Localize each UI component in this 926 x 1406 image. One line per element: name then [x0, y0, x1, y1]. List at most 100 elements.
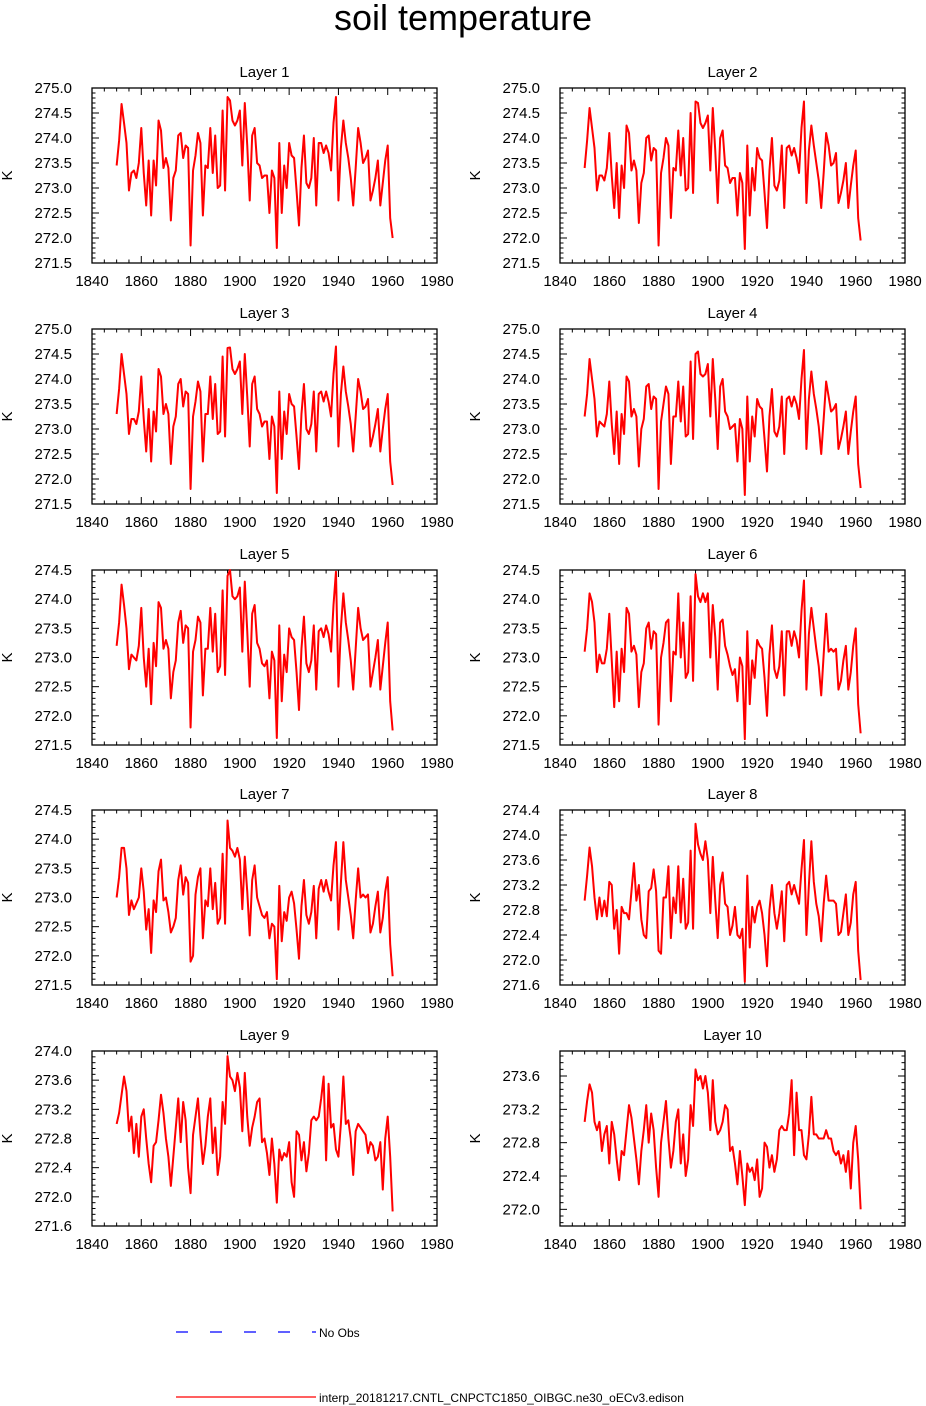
panel-4-xtick-label: 1920 — [740, 514, 773, 531]
panel-8-title: Layer 8 — [707, 786, 757, 803]
panel-6-xtick-label: 1880 — [642, 755, 675, 772]
panel-6-ytick-label: 274.5 — [502, 562, 540, 579]
panel-4-ytick-label: 273.5 — [502, 396, 540, 413]
panel-2-ytick-label: 275.0 — [502, 80, 540, 97]
panel-6-ytick-label: 272.0 — [502, 708, 540, 725]
panel-8-ylabel: K — [467, 892, 484, 902]
panel-9-ytick-label: 272.0 — [34, 1189, 72, 1206]
panel-7-xtick-label: 1980 — [420, 995, 453, 1012]
panel-7-xtick-label: 1960 — [371, 995, 404, 1012]
panel-2-xtick-label: 1920 — [740, 273, 773, 290]
panel-4-ytick-label: 274.5 — [502, 346, 540, 363]
legend-label-model: interp_20181217.CNTL_CNPCTC1850_OIBGC.ne… — [319, 1391, 684, 1405]
panel-6-ytick-label: 273.5 — [502, 620, 540, 637]
panel-3-xtick-label: 1980 — [420, 514, 453, 531]
panel-2-xtick-label: 1880 — [642, 273, 675, 290]
panel-8-ytick-label: 273.2 — [502, 877, 540, 894]
panel-5-xtick-label: 1960 — [371, 755, 404, 772]
panel-7-xtick-label: 1840 — [75, 995, 108, 1012]
panel-4-xtick-label: 1980 — [888, 514, 921, 531]
panel-10-xtick-label: 1920 — [740, 1236, 773, 1253]
panel-6-ylabel: K — [467, 652, 484, 662]
legend-item-model: interp_20181217.CNTL_CNPCTC1850_OIBGC.ne… — [176, 1391, 684, 1405]
panel-6-xtick-label: 1960 — [839, 755, 872, 772]
panel-2-ytick-label: 272.5 — [502, 205, 540, 222]
panel-9-xtick-label: 1920 — [272, 1236, 305, 1253]
panel-5-series-line — [115, 569, 394, 739]
panel-1-ytick-label: 274.0 — [34, 130, 72, 147]
panel-4-xtick-label: 1940 — [790, 514, 823, 531]
panel-5-ytick-label: 272.5 — [34, 679, 72, 696]
panel-3-ytick-label: 271.5 — [34, 496, 72, 513]
panel-1-series-line — [115, 96, 394, 249]
panel-9-ytick-label: 271.6 — [34, 1218, 72, 1235]
panel-6-ytick-label: 271.5 — [502, 737, 540, 754]
panel-2: Layer 2 K 1840 1860 1880 1900 1920 1940 1960 1980… — [467, 64, 922, 290]
panel-3-ytick-label: 273.0 — [34, 421, 72, 438]
panel-4-ytick-label: 272.0 — [502, 471, 540, 488]
panel-7-ytick-label: 272.5 — [34, 919, 72, 936]
panel-9-ytick-label: 273.6 — [34, 1072, 72, 1089]
panel-7-xtick-label: 1860 — [125, 995, 158, 1012]
legend: No Obs interp_20181217.CNTL_CNPCTC1850_O… — [176, 1326, 684, 1405]
panel-10-series-line — [583, 1068, 862, 1210]
panel-1-xtick-label: 1980 — [420, 273, 453, 290]
panel-5-ytick-label: 272.0 — [34, 708, 72, 725]
panel-2-ytick-label: 274.5 — [502, 105, 540, 122]
panel-9-ytick-label: 274.0 — [34, 1043, 72, 1060]
panel-1-xtick-label: 1940 — [322, 273, 355, 290]
panel-3-series-line — [115, 345, 394, 494]
panel-10-ytick-label: 272.4 — [502, 1168, 540, 1185]
panel-3-xtick-label: 1840 — [75, 514, 108, 531]
panel-9-xtick-label: 1880 — [174, 1236, 207, 1253]
panel-7-xtick-label: 1920 — [272, 995, 305, 1012]
panel-10-ytick-label: 273.2 — [502, 1101, 540, 1118]
panel-8-xtick-label: 1940 — [790, 995, 823, 1012]
panel-10-xtick-label: 1880 — [642, 1236, 675, 1253]
panel-3-xtick-label: 1880 — [174, 514, 207, 531]
panel-3-ytick-label: 275.0 — [34, 321, 72, 338]
panel-8-ytick-label: 272.0 — [502, 952, 540, 969]
panel-5-ytick-label: 271.5 — [34, 737, 72, 754]
panel-4-ylabel: K — [467, 411, 484, 421]
panel-2-ytick-label: 271.5 — [502, 255, 540, 272]
panel-1: Layer 1 K 1840 1860 1880 1900 1920 1940 1960 1980… — [0, 64, 454, 290]
panel-7-ytick-label: 273.5 — [34, 860, 72, 877]
panel-3-ytick-label: 274.0 — [34, 371, 72, 388]
panel-4-xtick-label: 1960 — [839, 514, 872, 531]
panel-4-xtick-label: 1900 — [691, 514, 724, 531]
panel-8-ytick-label: 274.0 — [502, 827, 540, 844]
panel-4-ytick-label: 273.0 — [502, 421, 540, 438]
panel-6-series-line — [583, 573, 862, 741]
panel-3-xtick-label: 1860 — [125, 514, 158, 531]
panel-2-ylabel: K — [467, 170, 484, 180]
panel-10-ytick-label: 272.0 — [502, 1201, 540, 1218]
figure-title: soil temperature — [334, 0, 592, 38]
panel-7-ytick-label: 272.0 — [34, 948, 72, 965]
panel-9-xtick-label: 1840 — [75, 1236, 108, 1253]
panel-8: Layer 8 K 1840 1860 1880 1900 1920 1940 1960 1980… — [467, 786, 922, 1012]
panel-2-ytick-label: 274.0 — [502, 130, 540, 147]
panel-2-xtick-label: 1840 — [543, 273, 576, 290]
panel-1-xtick-label: 1920 — [272, 273, 305, 290]
panel-3-xtick-label: 1920 — [272, 514, 305, 531]
panel-7-ytick-label: 271.5 — [34, 977, 72, 994]
panel-7: Layer 7 K 1840 1860 1880 1900 1920 1940 1960 1980… — [0, 786, 454, 1012]
panel-3-xtick-label: 1900 — [223, 514, 256, 531]
panel-1-title: Layer 1 — [239, 64, 289, 81]
panel-2-xtick-label: 1960 — [839, 273, 872, 290]
panel-3-ytick-label: 272.0 — [34, 471, 72, 488]
panel-2-ytick-label: 273.0 — [502, 180, 540, 197]
panel-2-xtick-label: 1940 — [790, 273, 823, 290]
panel-7-xtick-label: 1900 — [223, 995, 256, 1012]
panel-1-xtick-label: 1840 — [75, 273, 108, 290]
panel-9-series-line — [115, 1055, 394, 1212]
panel-9-xtick-label: 1940 — [322, 1236, 355, 1253]
panel-3-ytick-label: 274.5 — [34, 346, 72, 363]
panel-6-xtick-label: 1900 — [691, 755, 724, 772]
panel-8-ytick-label: 272.8 — [502, 902, 540, 919]
panel-5: Layer 5 K 1840 1860 1880 1900 1920 1940 1960 1980… — [0, 546, 454, 772]
panel-10-xtick-label: 1900 — [691, 1236, 724, 1253]
panel-6: Layer 6 K 1840 1860 1880 1900 1920 1940 1960 1980… — [467, 546, 922, 772]
